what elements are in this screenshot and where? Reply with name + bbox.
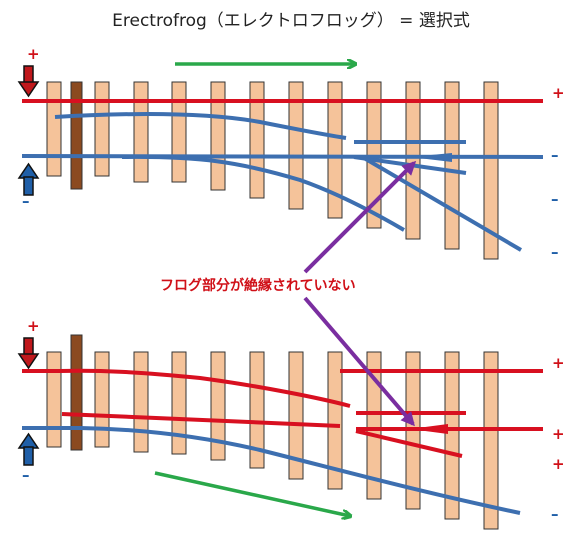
blue-diverging-rail: [362, 156, 523, 252]
top-turnout: [17, 64, 544, 260]
tie: [171, 81, 187, 183]
polarity-minus-label: –: [551, 190, 559, 208]
tie: [133, 81, 149, 183]
pointer-arrow-icon: [303, 160, 417, 274]
frog-not-insulated-label: フログ部分が絶縁されていない: [160, 278, 356, 294]
tie: [288, 351, 304, 480]
tie: [94, 81, 110, 177]
top-ties: [46, 81, 499, 260]
tie: [405, 81, 421, 240]
tie: [249, 351, 265, 469]
down-arrow-icon: [17, 337, 40, 370]
up-arrow-icon: [17, 432, 40, 466]
direction-arrow-icon: [154, 471, 350, 516]
tie: [483, 351, 499, 530]
tie: [327, 81, 343, 219]
tie: [483, 81, 499, 260]
tie: [444, 81, 460, 250]
red-wing-rail: [355, 429, 463, 458]
polarity-plus-label: +: [27, 317, 40, 335]
red-closure-rail: [61, 412, 341, 428]
tie: [94, 351, 110, 448]
bottom-turnout: [17, 334, 543, 530]
blue-stock-rail: [21, 154, 544, 159]
bottom-ties: [46, 334, 499, 530]
polarity-plus-label: +: [27, 45, 40, 63]
polarity-minus-label: –: [551, 505, 559, 523]
frog-point: [410, 153, 452, 162]
frog-point: [410, 424, 448, 434]
polarity-plus-label: +: [552, 354, 565, 372]
page-title: Erectrofrog（エレクトロフロッグ） = 選択式: [112, 11, 470, 31]
tie-insulated: [70, 81, 83, 190]
up-arrow-icon: [17, 162, 40, 196]
polarity-minus-label: –: [22, 192, 30, 210]
tie: [133, 351, 149, 453]
down-arrow-icon: [17, 65, 40, 98]
tie: [366, 351, 382, 500]
polarity-minus-label: –: [22, 466, 30, 484]
tie: [210, 81, 226, 191]
top-feed-arrows: [17, 65, 40, 196]
blue-closure-rail: [54, 112, 347, 140]
blue-stock-rail: [22, 426, 521, 515]
bottom-feed-arrows: [17, 337, 40, 466]
tie: [444, 351, 460, 520]
tie-insulated: [70, 334, 83, 451]
red-stock-rail: [22, 368, 351, 408]
polarity-minus-label: –: [551, 146, 559, 164]
bottom-rails: [22, 368, 543, 515]
polarity-plus-label: +: [552, 455, 565, 473]
tie: [46, 81, 62, 177]
tie: [327, 351, 343, 490]
tie: [171, 351, 187, 455]
pointer-arrow-icon: [303, 296, 415, 427]
polarity-plus-label: +: [552, 84, 565, 102]
polarity-minus-label: –: [551, 243, 559, 261]
tie: [46, 351, 62, 448]
polarity-plus-label: +: [552, 425, 565, 443]
blue-closure-rail-diverging: [121, 154, 406, 232]
